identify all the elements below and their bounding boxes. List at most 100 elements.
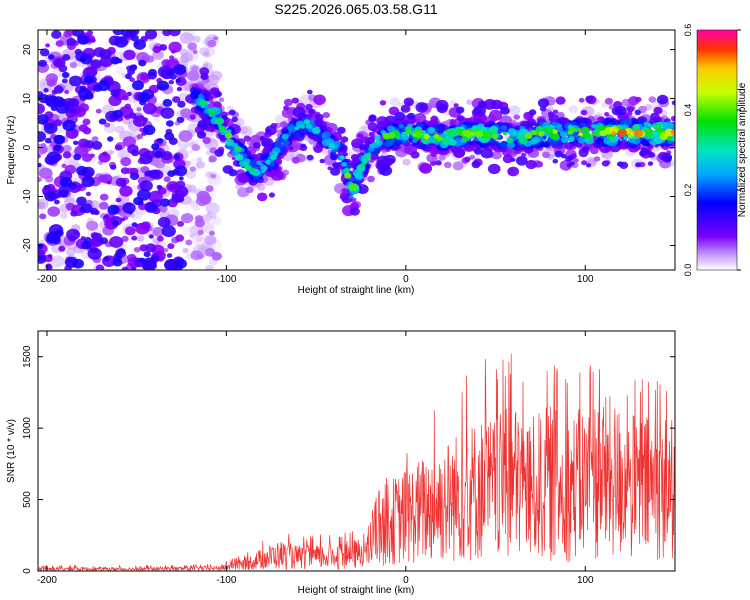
spectrogram-cell [45, 263, 52, 269]
spectrogram-cell [573, 158, 579, 163]
spectrogram-cell [403, 97, 414, 107]
spectrogram-cell [115, 197, 122, 203]
spectrogram-cell [283, 98, 293, 107]
spectrogram-cell [89, 153, 95, 158]
spectrogram-cell [615, 105, 627, 116]
spectrogram-cell [374, 135, 381, 141]
spectrogram-cell [141, 221, 151, 230]
spectrogram-cell [136, 52, 150, 63]
spectrogram-cell [81, 153, 93, 162]
spectrogram-cell [53, 134, 66, 145]
spectrogram-cell [601, 160, 610, 167]
spectrogram-cell [58, 245, 66, 252]
spectrogram-cell [635, 162, 642, 168]
spectrogram-cell [156, 184, 163, 190]
spectrogram-cell [580, 109, 588, 116]
spectrogram-cell [329, 143, 334, 147]
spectrogram-cell [114, 36, 129, 48]
spectrogram-cell [178, 130, 193, 142]
spectrogram-cell [219, 126, 227, 133]
spectrogram-cell [433, 133, 440, 139]
spectrogram-cell [430, 152, 437, 158]
spectrogram-cell [108, 150, 115, 155]
spectrogram-cell [214, 90, 223, 98]
spectrogram-cell [471, 160, 481, 169]
spectrogram-cell [578, 132, 584, 137]
spectrogram-cell [69, 75, 82, 87]
spectrogram-cell [168, 30, 181, 37]
spectrogram-cell [143, 251, 151, 258]
spectrogram-cell [38, 254, 47, 264]
spectrogram-cell [565, 156, 572, 162]
spectrogram-cell [470, 131, 476, 136]
spectrogram-cell [39, 48, 50, 57]
spectrogram-cell [167, 170, 176, 178]
spectrogram-cell [213, 36, 218, 41]
spectrogram-cell [209, 230, 215, 236]
spectrogram-cell [131, 235, 138, 241]
spectrogram-cell [252, 175, 261, 183]
spectrogram-cell [91, 140, 103, 150]
spectrogram-cell [412, 133, 417, 137]
spectrogram-cell [66, 37, 76, 46]
spectrogram-cell [159, 205, 168, 213]
spectrogram-cell [584, 133, 591, 139]
spectrogram-cell [342, 188, 347, 193]
spectrogram-cell [197, 229, 204, 236]
spectrogram-cell [314, 113, 324, 121]
spectrogram-cell [513, 114, 521, 120]
spectrogram-cell [38, 131, 46, 142]
spectrogram-cell [407, 112, 416, 120]
colorbar-tick-label: 0.4 [683, 104, 693, 117]
spectrogram-cell [131, 222, 138, 228]
spectrogram-cell [444, 161, 452, 169]
spectrogram-cell [39, 213, 47, 220]
spectrogram-cell [208, 258, 218, 266]
spectrogram-cell [203, 51, 210, 58]
spectrogram-cell [528, 109, 537, 116]
spectrogram-cell [102, 151, 108, 156]
spectrogram-cell [367, 122, 379, 132]
spectrogram-cell [139, 180, 153, 192]
spectrogram-cell [435, 160, 442, 166]
spectrogram-cell [70, 210, 78, 217]
spectrogram-cell [132, 80, 144, 91]
colorbar-tick-label: 0.0 [683, 264, 693, 277]
spectrogram-cell [283, 105, 289, 111]
spectrogram-x-tick-label: 0 [403, 274, 409, 285]
spectrogram-cell [632, 124, 641, 131]
snr-x-tick-label: 100 [577, 575, 594, 586]
spectrogram-cell [206, 74, 220, 85]
spectrogram-cell [53, 119, 63, 127]
spectrogram-cell [81, 240, 92, 250]
spectrogram-cell [187, 42, 197, 51]
spectrogram-cell [321, 147, 330, 155]
spectrogram-cell [82, 118, 91, 126]
spectrogram-cell [375, 140, 381, 145]
spectrogram-cell [132, 115, 147, 127]
spectrogram-cell [507, 166, 520, 177]
spectrogram-cell [139, 257, 146, 263]
spectrogram-cell [51, 96, 65, 107]
spectrogram-cell [243, 135, 251, 142]
spectrogram-cell [166, 253, 173, 258]
spectrogram-cell [466, 99, 473, 105]
spectrogram-cell [531, 130, 537, 135]
spectrogram-cell [489, 138, 496, 143]
spectrogram-cell [106, 180, 112, 185]
spectrogram-x-ticks: -200 -100 0 100 [37, 30, 594, 285]
spectrogram-cell [110, 164, 117, 170]
spectrogram-cell [112, 258, 123, 267]
spectrogram-cell [389, 158, 395, 163]
spectrogram-cell [482, 131, 491, 138]
spectrogram-cell [640, 147, 646, 152]
spectrogram-cell [81, 176, 95, 188]
spectrogram-cell [491, 133, 499, 140]
spectrogram-cell [288, 146, 294, 151]
spectrogram-cell [38, 154, 41, 159]
spectrogram-cell [436, 103, 448, 114]
spectrogram-cell [502, 154, 514, 164]
spectrogram-x-tick-label: 100 [577, 274, 594, 285]
spectrogram-cell [604, 97, 614, 105]
spectrogram-cell [128, 112, 137, 119]
